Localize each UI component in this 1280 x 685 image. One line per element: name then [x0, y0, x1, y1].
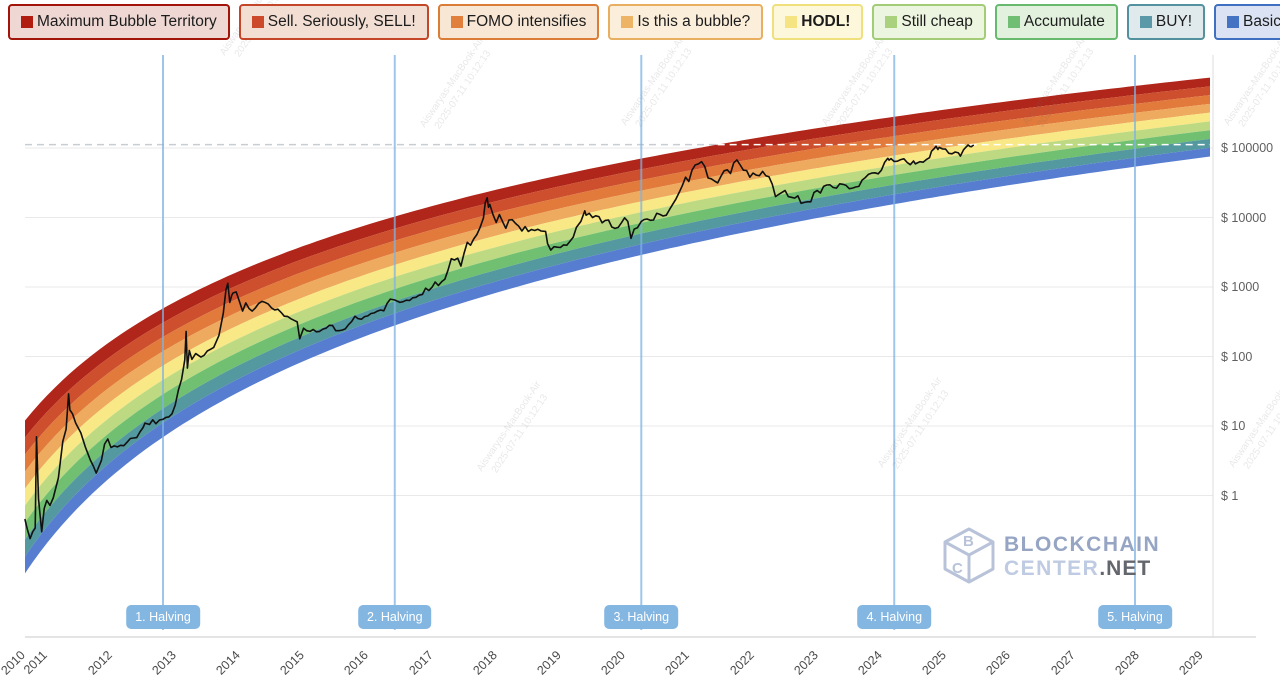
y-tick-label: $ 100000: [1221, 141, 1274, 155]
legend-item-2[interactable]: Sell. Seriously, SELL!: [238, 4, 429, 40]
legend-label: Basically a Fire Sale: [1243, 13, 1280, 30]
legend-swatch-icon: [785, 15, 798, 28]
legend-label: Maximum Bubble Territory: [37, 13, 217, 30]
legend-label: Accumulate: [1023, 13, 1105, 30]
legend-swatch-icon: [885, 15, 898, 28]
blockchaincenter-logo: B C BLOCKCHAIN CENTER.NET: [942, 527, 1160, 585]
y-tick-label: $ 100: [1221, 349, 1253, 364]
logo-blockchain-text: BLOCKCHAIN: [1004, 532, 1161, 556]
halving-badge: 3. Halving: [604, 605, 679, 630]
halving-badge: 2. Halving: [357, 605, 432, 630]
legend-swatch-icon: [450, 15, 463, 28]
rainbow-bands: [25, 77, 1210, 574]
btc-price-path: [24, 144, 974, 540]
halving-badge: 4. Halving: [857, 605, 932, 630]
halving-badge: 5. Halving: [1098, 605, 1172, 630]
y-tick-label: $ 10000: [1221, 210, 1267, 225]
legend-item-6[interactable]: Still cheap: [872, 4, 986, 40]
band-legend: Maximum Bubble Territory Sell. Seriously,…: [8, 4, 1280, 40]
svg-text:B: B: [963, 533, 974, 550]
legend-item-8[interactable]: BUY!: [1126, 4, 1206, 40]
logo-center-text: CENTER.NET: [1004, 556, 1152, 580]
halving-badge: 1. Halving: [126, 605, 200, 630]
legend-swatch-icon: [1007, 15, 1020, 28]
blockchaincenter-cube-icon: B C: [943, 527, 995, 584]
legend-item-7[interactable]: Accumulate: [994, 4, 1118, 40]
y-tick-label: $ 10: [1221, 419, 1246, 433]
legend-swatch-icon: [1227, 15, 1240, 28]
legend-item-3[interactable]: FOMO intensifies: [437, 4, 600, 40]
halving-lines: [162, 55, 1136, 630]
y-tick-label: $ 1: [1221, 488, 1239, 503]
legend-label: Is this a bubble?: [637, 13, 751, 30]
legend-label: BUY!: [1155, 13, 1193, 30]
legend-item-1[interactable]: Maximum Bubble Territory: [8, 4, 230, 40]
logo-net-text: .NET: [1099, 556, 1152, 580]
legend-swatch-icon: [621, 15, 634, 28]
y-tick-label: $ 1000: [1221, 280, 1260, 294]
legend-item-4[interactable]: Is this a bubble?: [608, 4, 764, 40]
legend-swatch-icon: [1139, 15, 1152, 28]
legend-swatch-icon: [21, 15, 33, 28]
legend-swatch-icon: [251, 15, 264, 28]
legend-item-5[interactable]: HODL!: [772, 4, 864, 40]
legend-label: Sell. Seriously, SELL!: [267, 13, 416, 30]
svg-text:C: C: [952, 560, 963, 577]
legend-item-9[interactable]: Basically a Fire Sale: [1214, 4, 1280, 40]
legend-label: HODL!: [801, 13, 851, 30]
btc-price-line: [24, 144, 974, 540]
legend-label: Still cheap: [901, 13, 973, 30]
legend-label: FOMO intensifies: [466, 13, 587, 30]
